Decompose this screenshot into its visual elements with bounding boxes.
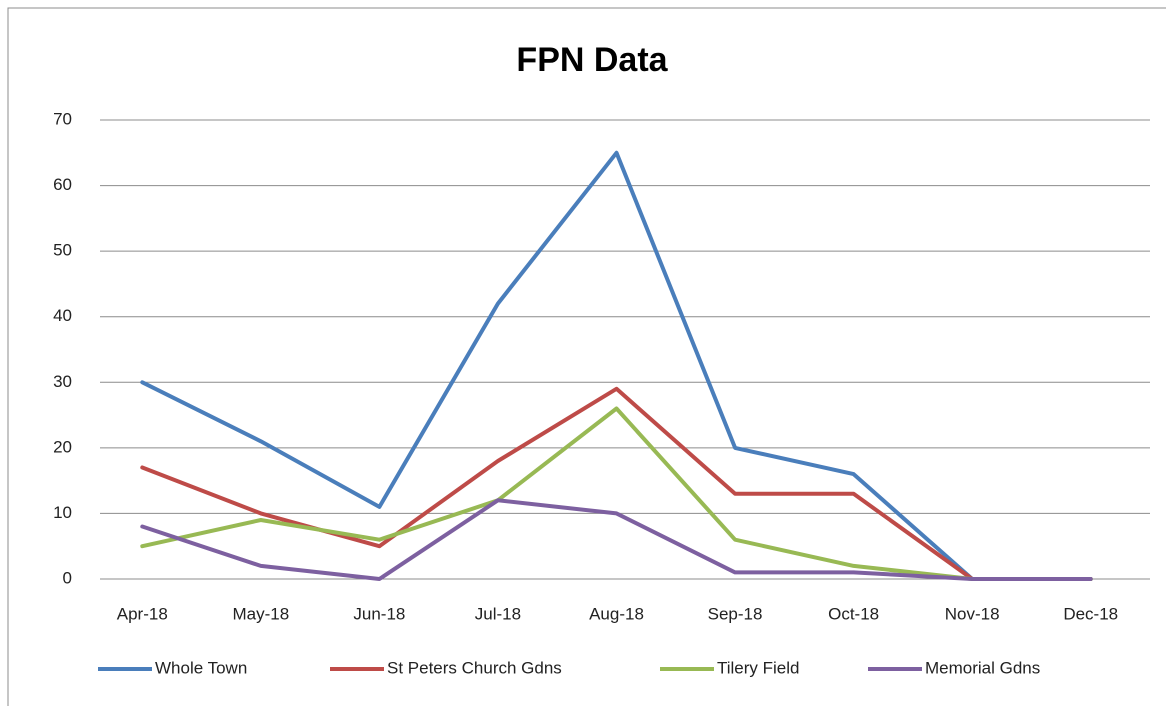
x-tick-label: Nov-18 <box>945 604 1000 623</box>
x-tick-label: May-18 <box>232 604 289 623</box>
legend-label: Whole Town <box>155 658 247 677</box>
series-line <box>140 406 1093 581</box>
legend-label: Memorial Gdns <box>925 658 1040 677</box>
y-tick-label: 0 <box>63 568 72 587</box>
x-tick-label: Oct-18 <box>828 604 879 623</box>
x-tick-label: Sep-18 <box>708 604 763 623</box>
x-tick-label: Aug-18 <box>589 604 644 623</box>
y-tick-label: 20 <box>53 437 72 456</box>
y-tick-label: 30 <box>53 372 72 391</box>
y-tick-label: 50 <box>53 241 72 260</box>
chart-frame <box>7 7 1166 706</box>
y-tick-label: 60 <box>53 175 72 194</box>
x-tick-label: Jul-18 <box>475 604 521 623</box>
chart-title: FPN Data <box>516 41 668 79</box>
y-tick-label: 70 <box>53 109 72 128</box>
y-tick-label: 10 <box>53 503 72 522</box>
series-line <box>140 150 1093 581</box>
x-tick-label: Jun-18 <box>353 604 405 623</box>
legend-label: St Peters Church Gdns <box>387 658 562 677</box>
series-line <box>140 498 1093 581</box>
x-tick-label: Dec-18 <box>1063 604 1118 623</box>
y-tick-label: 40 <box>53 306 72 325</box>
series-line <box>140 386 1093 581</box>
x-tick-label: Apr-18 <box>117 604 168 623</box>
legend-label: Tilery Field <box>717 658 800 677</box>
